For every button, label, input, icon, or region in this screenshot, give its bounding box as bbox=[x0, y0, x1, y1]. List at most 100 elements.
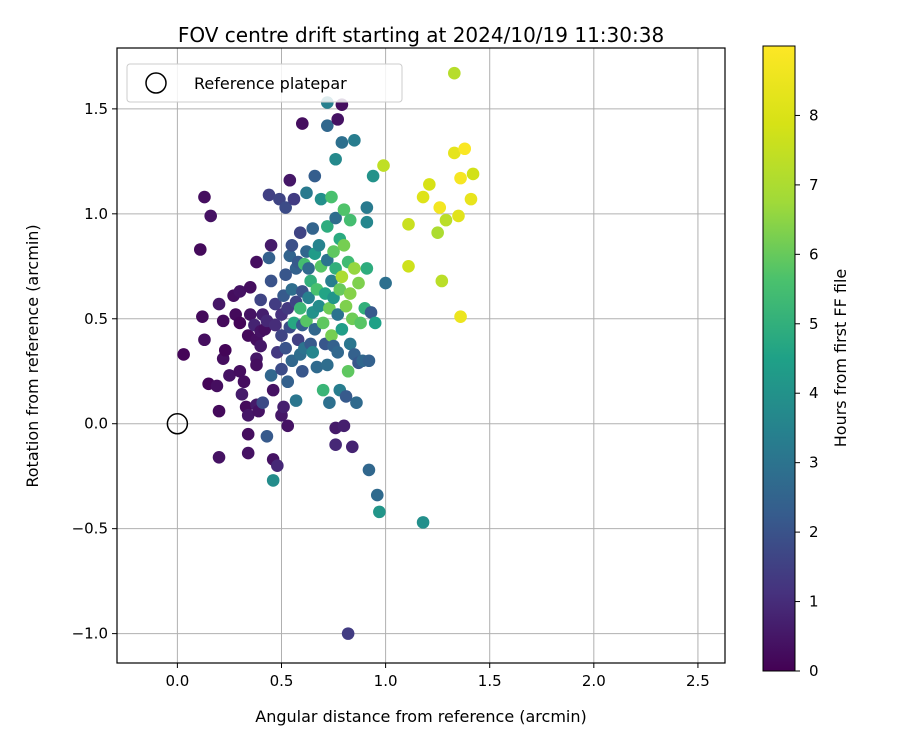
scatter-point bbox=[368, 316, 382, 330]
scatter-point bbox=[335, 270, 349, 284]
scatter-point bbox=[216, 314, 230, 328]
scatter-point bbox=[433, 201, 447, 214]
x-tick-label: 0.5 bbox=[270, 672, 294, 690]
y-axis-label: Rotation from reference (arcmin) bbox=[23, 224, 42, 487]
legend-marker-reference bbox=[145, 72, 167, 94]
y-tick-label: −1.0 bbox=[72, 625, 108, 643]
scatter-point bbox=[325, 329, 338, 342]
scatter-point bbox=[196, 310, 209, 323]
scatter-point bbox=[339, 299, 353, 313]
scatter-point bbox=[402, 218, 415, 231]
x-tick-label: 2.5 bbox=[686, 672, 710, 690]
scatter-point bbox=[362, 463, 376, 477]
scatter-point bbox=[268, 297, 282, 311]
scatter-point bbox=[362, 354, 376, 368]
colorbar-ticks: 0 1 2 3 4 5 6 7 8 bbox=[795, 106, 819, 680]
scatter-point bbox=[331, 308, 345, 321]
scatter-point bbox=[321, 119, 334, 132]
scatter-point bbox=[302, 262, 315, 275]
legend: Reference platepar bbox=[126, 63, 403, 103]
y-axis-ticks: −1.0 −0.5 0.0 0.5 1.0 1.5 bbox=[72, 100, 117, 643]
scatter-point bbox=[366, 169, 380, 183]
scatter-point bbox=[310, 360, 324, 374]
y-tick-label: 1.0 bbox=[84, 205, 108, 223]
legend-box bbox=[126, 63, 403, 103]
scatter-point bbox=[416, 516, 430, 529]
scatter-point bbox=[250, 255, 263, 269]
scatter-point bbox=[331, 346, 345, 359]
scatter-point bbox=[262, 188, 276, 202]
scatter-point bbox=[343, 213, 357, 227]
colorbar-tick-label: 6 bbox=[809, 245, 819, 263]
scatter-point bbox=[212, 451, 226, 464]
y-tick-label: 1.5 bbox=[84, 100, 108, 118]
scatter-points bbox=[177, 66, 480, 640]
scatter-point bbox=[241, 409, 255, 422]
x-tick-label: 1.0 bbox=[374, 672, 398, 690]
colorbar-label: Hours from first FF file bbox=[831, 269, 850, 448]
scatter-point bbox=[312, 239, 326, 252]
scatter-point bbox=[345, 440, 359, 454]
colorbar-tick-label: 1 bbox=[809, 593, 819, 611]
scatter-point bbox=[402, 259, 415, 273]
scatter-point bbox=[321, 220, 334, 233]
scatter-point bbox=[329, 152, 342, 166]
scatter-point bbox=[464, 192, 478, 206]
scatter-point bbox=[341, 364, 355, 378]
scatter-point bbox=[268, 318, 282, 332]
scatter-point bbox=[289, 394, 303, 407]
scatter-point bbox=[198, 190, 211, 204]
scatter-point bbox=[448, 146, 461, 160]
scatter-point bbox=[352, 276, 365, 290]
scatter-point bbox=[333, 283, 347, 296]
scatter-point bbox=[329, 438, 342, 452]
scatter-point bbox=[235, 388, 249, 401]
scatter-point bbox=[350, 396, 363, 410]
scatter-point bbox=[377, 159, 390, 172]
scatter-point bbox=[416, 190, 430, 204]
scatter-point bbox=[293, 301, 307, 315]
scatter-point bbox=[337, 419, 351, 433]
scatter-point bbox=[260, 430, 274, 443]
colorbar-tick-label: 5 bbox=[809, 315, 819, 333]
scatter-point bbox=[266, 474, 280, 487]
chart-title: FOV centre drift starting at 2024/10/19 … bbox=[178, 23, 664, 47]
scatter-point bbox=[348, 134, 361, 147]
scatter-point bbox=[296, 364, 309, 378]
scatter-point bbox=[360, 215, 374, 229]
y-tick-label: 0.5 bbox=[84, 310, 108, 328]
scatter-point bbox=[454, 310, 467, 323]
scatter-point bbox=[439, 213, 453, 227]
y-tick-label: 0.0 bbox=[84, 415, 108, 433]
x-tick-label: 1.5 bbox=[478, 672, 502, 690]
scatter-point bbox=[254, 339, 267, 353]
scatter-point bbox=[277, 400, 290, 414]
scatter-point bbox=[325, 190, 338, 204]
scatter-point bbox=[431, 226, 444, 240]
scatter-point bbox=[264, 239, 278, 252]
scatter-point bbox=[458, 142, 472, 156]
scatter-point bbox=[233, 285, 247, 298]
scatter-point bbox=[316, 316, 330, 330]
scatter-point bbox=[343, 287, 357, 300]
scatter-point bbox=[423, 178, 436, 191]
scatter-point bbox=[223, 369, 236, 382]
x-tick-label: 2.0 bbox=[582, 672, 606, 690]
scatter-point bbox=[466, 167, 480, 181]
scatter-point bbox=[354, 316, 367, 330]
scatter-point bbox=[212, 404, 226, 418]
scatter-point bbox=[279, 268, 292, 281]
x-tick-label: 0.0 bbox=[165, 672, 189, 690]
scatter-point bbox=[250, 358, 263, 372]
scatter-point bbox=[343, 337, 357, 351]
scatter-point bbox=[281, 419, 295, 433]
colorbar-tick-label: 0 bbox=[809, 662, 819, 680]
scatter-point bbox=[237, 375, 251, 389]
scatter-point bbox=[279, 341, 292, 355]
scatter-point bbox=[454, 171, 467, 185]
scatter-point bbox=[314, 192, 328, 206]
scatter-point bbox=[335, 322, 349, 336]
scatter-point bbox=[281, 375, 295, 389]
scatter-point bbox=[308, 169, 322, 183]
x-axis-ticks: 0.0 0.5 1.0 1.5 2.0 2.5 bbox=[165, 663, 710, 690]
